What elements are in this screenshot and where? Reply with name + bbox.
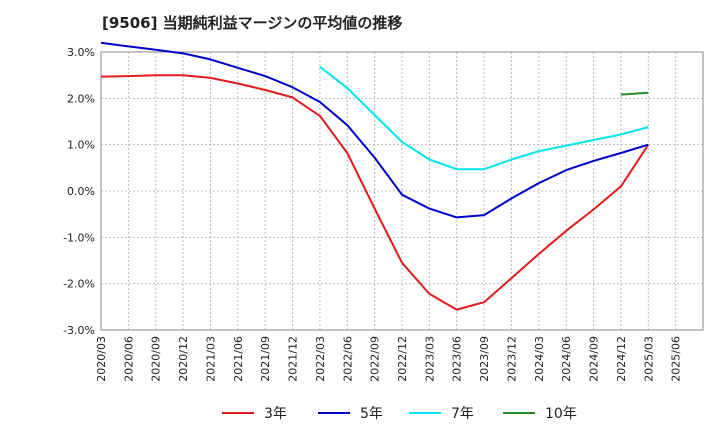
grid (100, 51, 703, 331)
chart-title: [9506] 当期純利益マージンの平均値の推移 (102, 14, 403, 32)
x-tick-label: 2025/06 (670, 336, 683, 382)
x-tick-label: 2024/03 (533, 336, 546, 382)
x-tick-label: 2021/09 (259, 336, 272, 382)
series-line (319, 66, 649, 171)
x-tick-label: 2020/03 (95, 336, 108, 382)
x-tick-label: 2024/12 (615, 336, 628, 382)
x-tick-label: 2022/12 (396, 336, 409, 382)
x-tick-label: 2023/06 (451, 336, 464, 382)
legend: 3年 5年 7年 10年 (222, 406, 577, 422)
x-tick-label: 2023/03 (423, 336, 436, 382)
y-axis: 3.0% 2.0% 1.0% 0.0% -1.0% -2.0% -3.0% (63, 46, 95, 337)
y-tick-label: -1.0% (63, 231, 95, 244)
series-line (100, 41, 649, 219)
y-tick-label: 2.0% (67, 92, 95, 105)
y-tick-label: 0.0% (67, 185, 95, 198)
x-tick-label: 2021/12 (287, 336, 300, 382)
y-tick-label: 1.0% (67, 139, 95, 152)
x-tick-label: 2024/09 (588, 336, 601, 382)
x-tick-label: 2025/03 (642, 336, 655, 382)
x-tick-label: 2020/12 (177, 336, 190, 382)
x-tick-label: 2022/06 (341, 336, 354, 382)
x-tick-label: 2021/03 (204, 336, 217, 382)
x-tick-label: 2020/06 (122, 336, 135, 382)
x-tick-label: 2024/06 (560, 336, 573, 382)
x-tick-label: 2022/09 (369, 336, 382, 382)
legend-label: 5年 (360, 406, 383, 422)
x-tick-label: 2023/12 (505, 336, 518, 382)
x-tick-label: 2021/06 (232, 336, 245, 382)
series-line (620, 91, 649, 96)
x-axis: 2020/03 2020/06 2020/09 2020/12 2021/03 2021/… (95, 336, 683, 382)
series (100, 41, 650, 311)
x-tick-label: 2023/09 (478, 336, 491, 382)
series-line (100, 74, 650, 311)
y-tick-label: -3.0% (63, 324, 95, 337)
x-tick-label: 2022/03 (314, 336, 327, 382)
legend-label: 7年 (451, 406, 474, 422)
legend-label: 3年 (264, 406, 287, 422)
y-tick-label: -2.0% (63, 278, 95, 291)
legend-label: 10年 (545, 406, 577, 422)
y-tick-label: 3.0% (67, 46, 95, 59)
plot-frame (100, 51, 704, 331)
x-tick-label: 2020/09 (150, 336, 163, 382)
